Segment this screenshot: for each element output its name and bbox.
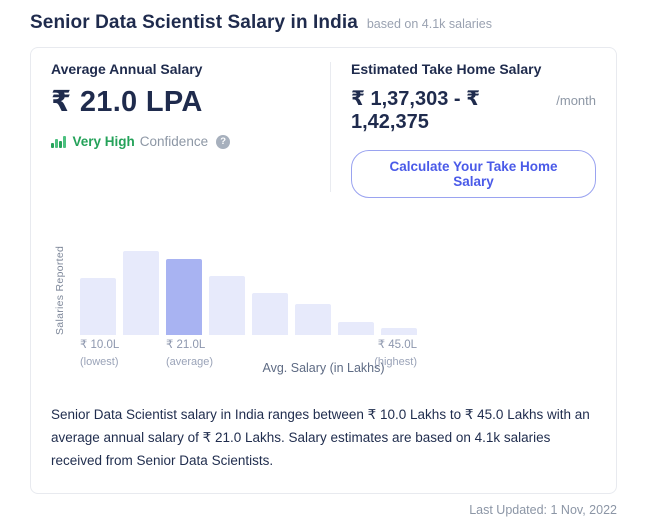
confidence-bars-icon bbox=[51, 135, 66, 148]
confidence-suffix: Confidence bbox=[139, 134, 209, 149]
chart-tick-2: ₹ 21.0L (average) bbox=[166, 339, 214, 368]
take-home-range-row: ₹ 1,37,303 - ₹ 1,42,375 /month bbox=[351, 86, 596, 134]
salary-count-subtitle: based on 4.1k salaries bbox=[366, 17, 492, 31]
chart-y-axis-label: Salaries Reported bbox=[54, 245, 66, 335]
chart-bar-7[interactable] bbox=[381, 328, 417, 335]
vertical-divider bbox=[330, 62, 331, 192]
page-title: Senior Data Scientist Salary in India bbox=[30, 12, 358, 33]
calculate-take-home-button[interactable]: Calculate Your Take Home Salary bbox=[351, 150, 596, 198]
chart-tick-labels: ₹ 10.0L (lowest) ₹ 21.0L (average) ₹ 45.0L (h… bbox=[80, 339, 417, 371]
average-salary-block: Average Annual Salary ₹ 21.0 LPA Very Hi… bbox=[51, 60, 330, 198]
take-home-range: ₹ 1,37,303 - ₹ 1,42,375 bbox=[351, 88, 481, 133]
average-salary-label: Average Annual Salary bbox=[51, 61, 203, 77]
salary-distribution-chart: Salaries Reported ₹ 10.0L (lowest) ₹ 21.0L… bbox=[51, 235, 596, 375]
chart-bar-1[interactable] bbox=[123, 251, 159, 335]
chart-bar-0[interactable] bbox=[80, 278, 116, 335]
salary-description: Senior Data Scientist salary in India ra… bbox=[51, 407, 590, 468]
chart-bar-3[interactable] bbox=[209, 276, 245, 335]
chart-bar-2[interactable] bbox=[166, 259, 202, 335]
chart-bar-6[interactable] bbox=[338, 322, 374, 335]
take-home-block: Estimated Take Home Salary ₹ 1,37,303 - … bbox=[331, 60, 596, 198]
confidence-level: Very High bbox=[72, 134, 135, 149]
salary-card: Average Annual Salary ₹ 21.0 LPA Very Hi… bbox=[30, 47, 617, 494]
chart-x-axis-label: Avg. Salary (in Lakhs) bbox=[262, 361, 385, 375]
confidence-row: Very High Confidence ? bbox=[51, 134, 330, 149]
help-icon[interactable]: ? bbox=[216, 134, 231, 149]
last-updated-text: Last Updated: 1 Nov, 2022 bbox=[469, 502, 617, 517]
chart-tick-7: ₹ 45.0L (highest) bbox=[374, 339, 417, 368]
chart-bar-4[interactable] bbox=[252, 293, 288, 335]
chart-bar-5[interactable] bbox=[295, 304, 331, 335]
salary-summary-section: Average Annual Salary ₹ 21.0 LPA Very Hi… bbox=[51, 60, 596, 198]
take-home-label: Estimated Take Home Salary bbox=[351, 61, 542, 77]
page-header: Senior Data Scientist Salary in India ba… bbox=[30, 12, 617, 34]
chart-plot-area bbox=[80, 235, 417, 335]
average-salary-value: ₹ 21.0 LPA bbox=[51, 86, 203, 118]
chart-tick-0: ₹ 10.0L (lowest) bbox=[80, 339, 120, 368]
take-home-period: /month bbox=[556, 93, 596, 108]
